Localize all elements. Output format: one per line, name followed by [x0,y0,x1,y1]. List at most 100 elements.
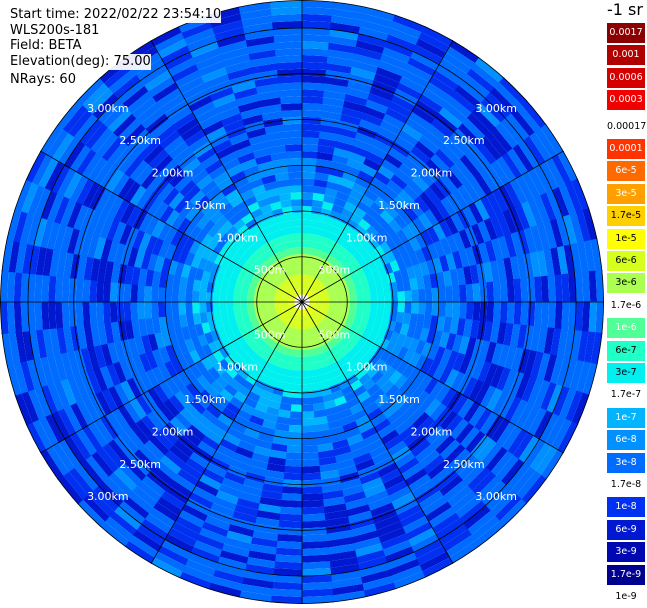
ppi-cell [223,325,234,336]
ppi-cell [396,360,410,375]
ppi-cell [513,301,522,326]
ppi-cell [96,301,105,324]
ppi-cell [393,497,420,516]
ppi-cell [378,228,391,242]
ppi-cell [428,507,456,529]
ppi-cell [192,47,222,64]
ppi-cell [107,240,120,263]
ppi-cell [367,496,392,512]
ppi-cell [277,185,291,195]
ppi-cell [291,390,303,399]
ppi-cell [216,556,247,571]
ppi-cell [96,280,105,303]
ppi-cell [307,293,314,299]
ppi-cell [179,313,188,328]
ppi-cell [458,248,470,269]
ppi-cell [178,288,186,303]
ppi-cell [295,356,303,364]
ppi-cell [470,434,492,459]
ppi-cell [289,334,295,343]
ppi-cell [574,272,584,303]
ppi-cell [220,257,231,269]
ppi-cell [125,356,140,378]
ppi-cell [79,458,104,487]
ppi-cell [171,63,200,83]
ppi-cell [479,301,488,322]
ppi-cell [493,301,502,324]
ppi-cell [450,371,466,392]
ppi-cell [154,459,178,480]
ppi-cell [108,510,138,536]
ppi-cell [335,402,350,414]
ppi-cell [366,383,381,397]
ppi-cell [278,312,286,319]
ppi-cell [269,393,283,403]
ppi-cell [368,237,380,250]
ppi-cell [316,151,334,162]
ppi-cell [229,194,244,208]
ppi-cell [135,163,155,186]
ppi-cell [288,319,294,328]
ppi-cell [430,118,454,140]
ppi-cell [127,246,139,267]
ppi-cell [265,463,286,473]
ppi-cell [153,551,186,572]
ppi-cell [14,392,33,426]
ppi-cell [69,402,89,430]
ppi-cell [410,439,431,458]
ppi-cell [312,310,319,316]
ppi-cell [497,393,516,420]
ppi-cell [540,192,557,222]
ppi-cell [291,328,297,336]
ppi-cell [327,217,339,227]
ppi-cell [507,428,529,456]
ppi-cell [322,97,346,108]
ppi-cell [287,327,294,335]
ppi-cell [581,271,591,303]
ppi-cell [393,374,408,390]
ppi-cell [429,380,445,400]
ppi-cell [314,256,322,265]
ppi-cell [152,501,179,523]
ppi-cell [402,240,415,255]
ppi-cell [145,470,170,492]
ppi-cell [516,254,528,280]
ppi-cell [478,340,491,362]
ppi-cell [342,421,359,433]
ppi-cell [352,352,364,364]
ppi-cell [297,260,303,268]
ppi-cell [452,250,464,270]
ppi-cell [284,325,291,334]
ppi-cell [363,294,371,303]
ppi-cell [301,137,320,146]
ppi-cell [334,289,343,295]
ppi-cell [369,502,395,518]
ppi-cell [268,274,277,282]
ppi-cell [160,44,191,65]
ppi-cell [386,408,404,425]
ppi-cell [322,496,346,507]
ppi-cell [214,338,225,351]
ppi-cell [306,275,311,283]
ppi-cell [46,128,70,159]
ppi-cell [325,223,336,234]
ppi-cell [240,158,258,171]
ppi-cell [588,270,598,303]
ppi-cell [469,319,480,340]
ppi-cell [219,388,234,403]
ppi-cell [421,164,440,183]
ppi-cell [240,583,273,596]
ppi-cell [466,510,496,536]
ppi-cell [449,418,469,441]
ppi-cell [297,315,301,323]
ppi-cell [301,205,313,214]
ppi-cell [293,261,299,269]
ppi-cell [411,479,436,499]
ppi-cell [510,231,524,257]
ppi-cell [217,106,241,121]
ppi-cell [421,421,440,440]
ppi-cell [575,361,591,394]
ppi-cell [321,483,343,494]
ppi-cell [314,306,322,311]
ppi-cell [317,373,328,383]
